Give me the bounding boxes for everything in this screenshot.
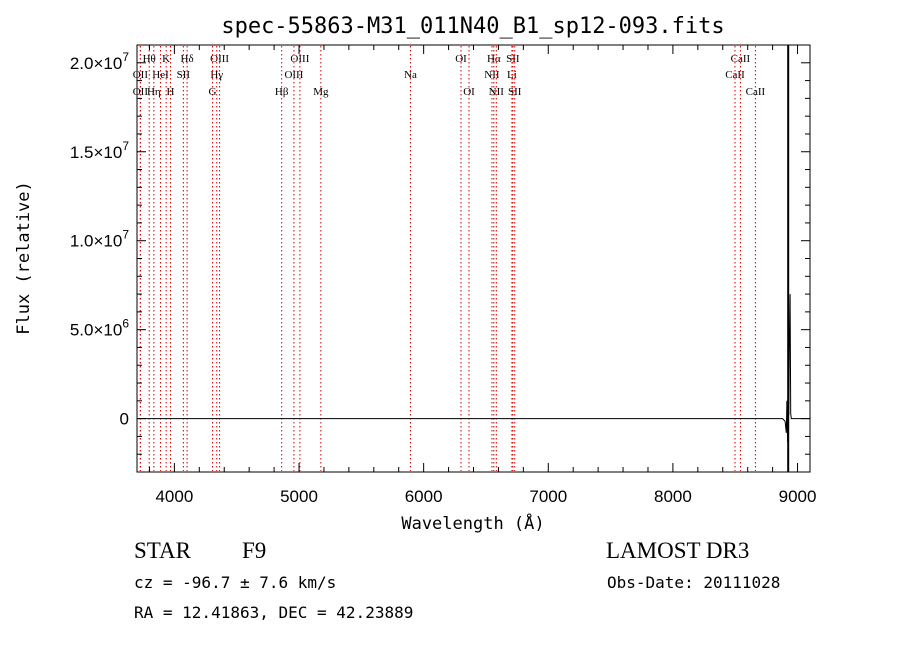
survey-name: LAMOST DR3 [606,538,750,563]
y-tick-exponent: 7 [122,139,129,153]
y-tick-exponent: 7 [122,228,129,242]
emission-line-label: Hα [487,53,501,65]
emission-line-label: Na [404,69,417,81]
y-tick-label: 0 [120,410,129,429]
y-tick-label: 1.5×107 [70,139,129,162]
y-axis-label: Flux (relative) [14,181,34,335]
y-tick-exponent: 6 [122,317,129,331]
y-tick-label: 2.0×107 [70,50,129,73]
x-axis-label: Wavelength (Å) [401,512,544,534]
plot-frame [136,44,811,473]
emission-line-label: OIII [284,69,303,81]
emission-line-label: NII [489,86,505,98]
emission-line-label: H [167,86,175,98]
emission-line-label: Hβ [275,86,289,98]
emission-line-label: Hη [147,86,161,98]
y-tick-label: 5.0×106 [70,317,129,340]
emission-line-label: SII [506,53,520,65]
x-tick-label: 6000 [405,487,443,506]
spectrum-line [137,294,810,442]
emission-line-label: OI [455,53,467,65]
x-tick-label: 5000 [280,487,318,506]
emission-line-label: Hγ [210,69,223,81]
x-axis: 4000 5000 6000 7000 8000 9000 [148,45,817,506]
y-tick-mantissa: 1.5×10 [70,143,122,162]
spectrum-series [137,45,810,472]
sky-coordinates: RA = 12.41863, DEC = 42.23889 [134,603,414,622]
y-tick-mantissa: 5.0×10 [70,321,122,340]
emission-line-label: NII [484,69,500,81]
emission-line-label: OIII [210,53,229,65]
y-tick-mantissa: 1.0×10 [70,232,122,251]
x-tick-label: 8000 [654,487,692,506]
y-tick-mantissa: 0 [120,410,129,429]
emission-line-label: K [162,53,170,65]
emission-line-label: HeI [152,69,169,81]
emission-line-label: OIII [290,53,309,65]
emission-line-label: Li [507,69,517,81]
x-tick-label: 9000 [779,487,817,506]
emission-line-label: G [209,86,217,98]
object-subclass: F9 [242,538,267,563]
chart-title: spec-55863-M31_011N40_B1_sp12-093.fits [221,14,724,39]
observation-date: Obs-Date: 20111028 [607,573,781,592]
emission-line-label: SII [508,86,522,98]
redshift-velocity: cz = -96.7 ± 7.6 km/s [134,573,337,592]
emission-line-label: CaII [725,69,745,81]
y-tick-exponent: 7 [122,50,129,64]
emission-line-label: CaII [731,53,751,65]
x-tick-label: 7000 [529,487,567,506]
x-tick-label: 4000 [155,487,193,506]
emission-line-label: OI [463,86,475,98]
emission-line-label: Hδ [181,53,194,65]
y-tick-mantissa: 2.0×10 [70,54,122,73]
emission-line-label: Hθ [143,53,156,65]
emission-line-label: SII [177,69,191,81]
y-tick-label: 1.0×107 [70,228,129,251]
emission-line-label: Mg [313,86,329,98]
emission-line-label: CaII [746,86,766,98]
object-class: STAR [134,538,191,563]
